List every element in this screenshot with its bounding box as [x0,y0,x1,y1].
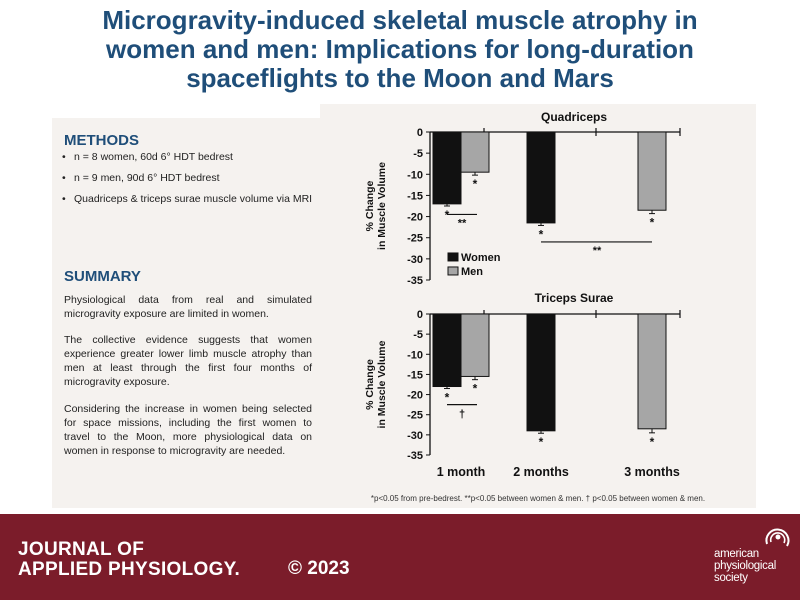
chart-title: Quadriceps [541,110,607,124]
x-category-label: 1 month [437,465,486,479]
bar-women [526,131,556,224]
chart-title: Triceps Surae [535,291,614,305]
bar-men [637,131,667,211]
significance-mark: * [650,216,655,230]
significance-mark: * [539,227,544,241]
society-line-3: society [714,572,748,584]
society-name: american physiological society [714,548,776,584]
bar-women [432,131,462,205]
significance-mark: * [473,382,478,396]
y-axis-label: % Change [364,180,376,231]
y-tick-label: -30 [407,430,423,442]
y-tick-label: -15 [407,369,423,381]
y-tick-label: -5 [413,148,423,160]
summary-paragraph-1: Physiological data from real and simulat… [64,294,312,320]
y-axis-label: in Muscle Volume [376,340,388,428]
copyright-text: © 2023 [288,558,350,579]
methods-item: • n = 9 men, 90d 6° HDT bedrest [62,172,220,184]
y-tick-label: 0 [417,127,423,139]
bracket-label: ** [593,245,602,257]
significance-mark: * [539,435,544,449]
legend-label-women: Women [461,252,501,264]
journal-line-1: JOURNAL OF [18,539,145,560]
poster-title: Microgravity-induced skeletal muscle atr… [0,6,800,93]
aps-logo-icon [765,528,790,547]
bar-women [432,313,462,388]
significance-footnote: *p<0.05 from pre-bedrest. **p<0.05 betwe… [370,494,706,503]
bar-men [637,313,667,430]
y-tick-label: -10 [407,169,423,181]
footer-bar [0,514,800,600]
y-tick-label: -20 [407,212,423,224]
y-axis-label: % Change [364,359,376,410]
methods-item: • Quadriceps & triceps surae muscle volum… [62,193,313,205]
bar-men [460,313,490,377]
bracket-label: ** [458,217,467,229]
journal-line-2: APPLIED PHYSIOLOGY. [18,559,241,580]
journal-logo: JOURNAL OF APPLIED PHYSIOLOGY. [18,540,240,580]
y-tick-label: -35 [407,450,423,462]
methods-item: • n = 8 women, 60d 6° HDT bedrest [62,151,233,163]
y-tick-label: -20 [407,390,423,402]
society-line-1: american [714,548,759,560]
y-tick-label: -30 [407,254,423,266]
y-axis-label: in Muscle Volume [376,162,388,250]
summary-heading: SUMMARY [64,268,141,285]
methods-list: • n = 8 women, 60d 6° HDT bedrest • n = 9 … [62,150,317,213]
society-line-2: physiological [714,560,776,572]
bracket-label: † [459,409,465,421]
y-tick-label: 0 [417,309,423,321]
x-category-label: 3 months [624,465,680,479]
info-panel [52,118,320,508]
bar-women [526,313,556,432]
summary-paragraph-2: The collective evidence suggests that wo… [64,334,312,388]
y-tick-label: -25 [407,233,423,245]
methods-heading: METHODS [64,132,139,149]
y-tick-label: -5 [413,329,423,341]
significance-mark: * [650,435,655,449]
significance-mark: * [445,391,450,405]
title-line-1: Microgravity-induced skeletal muscle atr… [102,5,698,35]
legend-swatch-women [447,252,459,262]
title-line-3: spaceflights to the Moon and Mars [186,63,614,93]
summary-paragraph-3: Considering the increase in women being … [64,403,312,457]
legend-swatch-men [447,266,459,276]
y-tick-label: -15 [407,190,423,202]
bar-men [460,131,490,173]
title-line-2: women and men: Implications for long-dur… [106,34,694,64]
significance-mark: * [473,177,478,191]
y-tick-label: -10 [407,349,423,361]
y-tick-label: -25 [407,410,423,422]
x-category-label: 2 months [513,465,569,479]
legend-label-men: Men [461,266,483,278]
y-tick-label: -35 [407,275,423,287]
